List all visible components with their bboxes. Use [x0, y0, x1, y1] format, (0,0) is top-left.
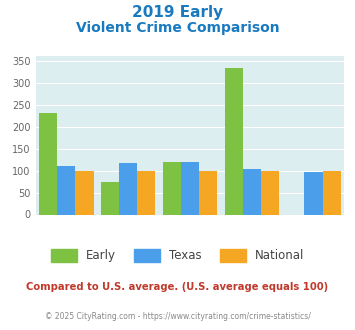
- Bar: [199, 171, 217, 214]
- Bar: [119, 163, 137, 214]
- Bar: [57, 166, 76, 214]
- Text: Compared to U.S. average. (U.S. average equals 100): Compared to U.S. average. (U.S. average …: [26, 282, 329, 292]
- Bar: [39, 113, 57, 214]
- Text: 2019 Early: 2019 Early: [132, 5, 223, 20]
- Text: Violent Crime Comparison: Violent Crime Comparison: [76, 21, 279, 35]
- Text: © 2025 CityRating.com - https://www.cityrating.com/crime-statistics/: © 2025 CityRating.com - https://www.city…: [45, 312, 310, 321]
- Bar: [181, 162, 199, 214]
- Bar: [304, 172, 323, 214]
- Bar: [76, 171, 94, 214]
- Bar: [323, 171, 341, 214]
- Bar: [242, 169, 261, 214]
- Bar: [224, 68, 242, 214]
- Bar: [137, 171, 155, 214]
- Bar: [101, 182, 119, 215]
- Bar: [261, 171, 279, 214]
- Legend: Early, Texas, National: Early, Texas, National: [46, 244, 309, 267]
- Bar: [163, 162, 181, 214]
